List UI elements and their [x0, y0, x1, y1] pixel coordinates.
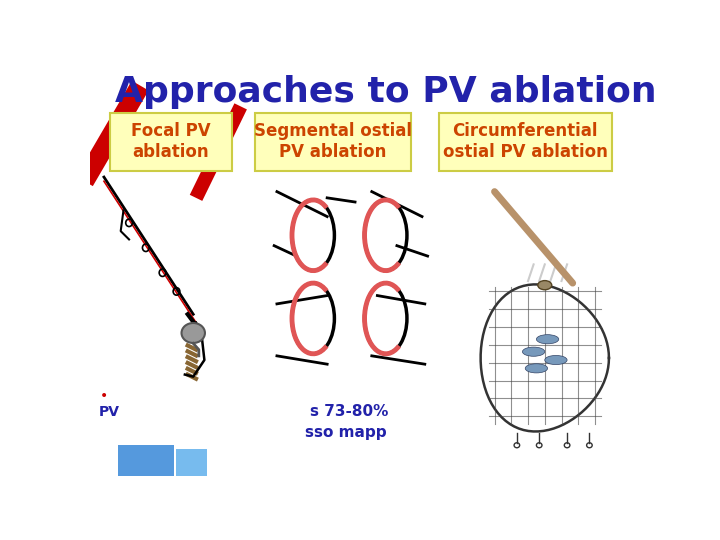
- Text: Segmental ostial
PV ablation: Segmental ostial PV ablation: [253, 123, 412, 161]
- Text: sso mapp: sso mapp: [305, 425, 387, 440]
- Ellipse shape: [526, 364, 548, 373]
- Ellipse shape: [538, 281, 552, 290]
- Text: •: •: [100, 388, 108, 402]
- Ellipse shape: [536, 335, 559, 344]
- FancyBboxPatch shape: [438, 113, 612, 171]
- Ellipse shape: [523, 347, 545, 356]
- FancyBboxPatch shape: [176, 449, 207, 476]
- Text: PV: PV: [99, 405, 120, 419]
- Text: Approaches to PV ablation: Approaches to PV ablation: [115, 75, 657, 109]
- Text: s 73-80%: s 73-80%: [310, 404, 389, 419]
- Text: Circumferential
ostial PV ablation: Circumferential ostial PV ablation: [443, 123, 608, 161]
- FancyBboxPatch shape: [118, 446, 174, 476]
- Ellipse shape: [545, 355, 567, 364]
- FancyBboxPatch shape: [255, 113, 411, 171]
- FancyBboxPatch shape: [109, 113, 233, 171]
- Ellipse shape: [181, 323, 205, 343]
- Text: Focal PV
ablation: Focal PV ablation: [131, 123, 211, 161]
